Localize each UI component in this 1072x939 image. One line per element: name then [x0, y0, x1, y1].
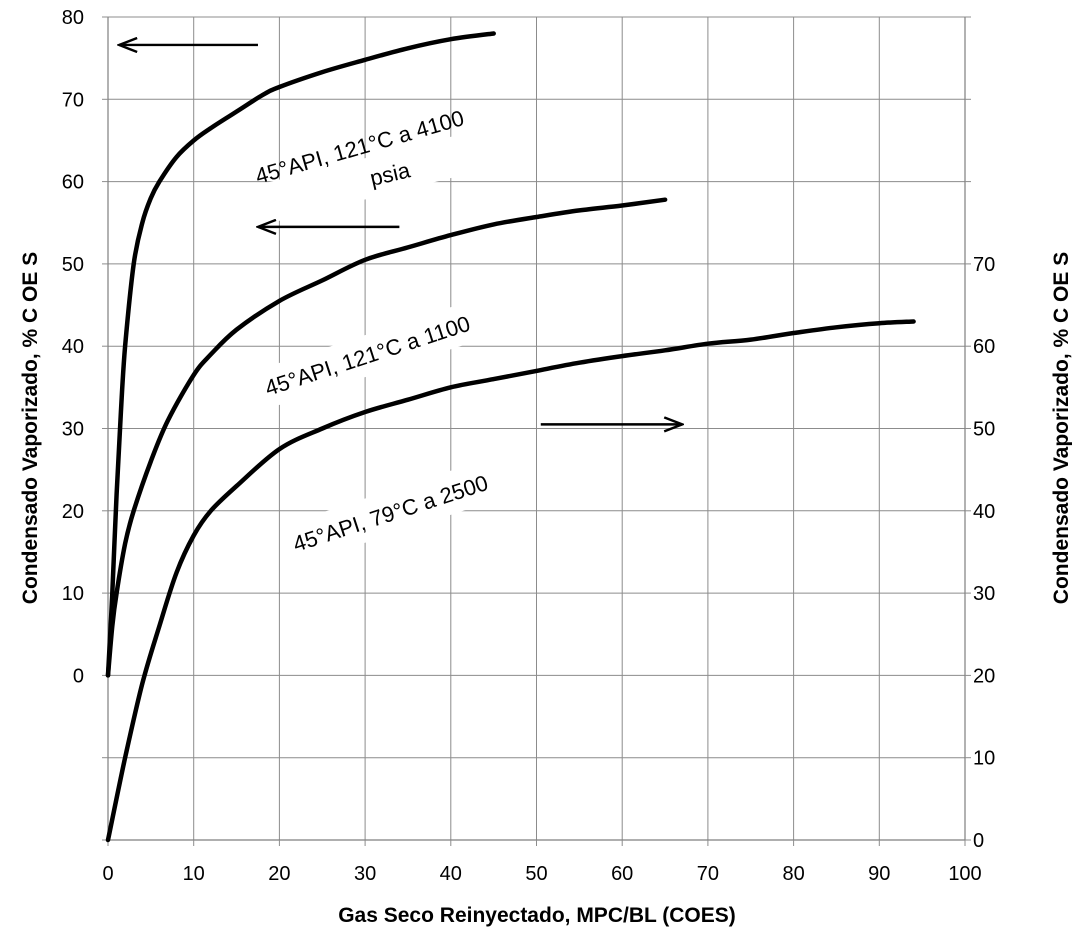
y-left-tick-label: 10 — [62, 583, 84, 605]
x-tick-label: 50 — [525, 863, 547, 885]
y-left-tick-label: 80 — [62, 7, 84, 29]
x-tick-label: 30 — [354, 863, 376, 885]
y-left-tick-label: 0 — [73, 665, 84, 687]
annotation-backgrounds — [238, 120, 533, 566]
y-left-tick-label: 70 — [62, 89, 84, 111]
y-left-tick-label: 40 — [62, 336, 84, 358]
x-tick-label: 60 — [611, 863, 633, 885]
series-line-3 — [105, 319, 916, 843]
y-right-tick-label: 70 — [973, 254, 995, 276]
series-line-2 — [105, 197, 668, 678]
x-tick-label: 10 — [183, 863, 205, 885]
series-line-1 — [105, 31, 496, 678]
x-tick-label: 80 — [782, 863, 804, 885]
y-left-tick-label: 60 — [62, 172, 84, 194]
series-layer — [105, 31, 916, 843]
x-tick-label: 90 — [868, 863, 890, 885]
x-tick-label: 100 — [948, 863, 981, 885]
x-tick-label: 20 — [268, 863, 290, 885]
y-right-tick-label: 40 — [973, 501, 995, 523]
y-left-tick-label: 50 — [62, 254, 84, 276]
y-axis-title-left: Condensado Vaporizado, % C OE S — [19, 252, 42, 604]
y-axis-title-right: Condensado Vaporizado, % C OE S — [1050, 252, 1072, 604]
y-right-tick-label: 30 — [973, 583, 995, 605]
curve-label-1100: 45°API, 121°C a 1100 — [262, 311, 473, 401]
x-tick-label: 40 — [440, 863, 462, 885]
y-left-tick-label: 20 — [62, 501, 84, 523]
y-right-tick-label: 50 — [973, 419, 995, 441]
y-right-tick-label: 0 — [973, 830, 984, 852]
y-right-tick-label: 10 — [973, 748, 995, 770]
y-right-tick-label: 60 — [973, 336, 995, 358]
ticks-layer: 0 10 20 30 40 50 60 70 80 90 100 0 10 20 30 40 50 60 70 80 0… — [62, 7, 996, 885]
y-right-tick-label: 20 — [973, 665, 995, 687]
arrow-layer — [119, 45, 682, 424]
grid-layer — [108, 16, 966, 841]
x-axis-title: Gas Seco Reinyectado, MPC/BL (COES) — [338, 904, 736, 927]
x-tick-label: 0 — [102, 863, 113, 885]
x-tick-label: 70 — [697, 863, 719, 885]
y-left-tick-label: 30 — [62, 419, 84, 441]
